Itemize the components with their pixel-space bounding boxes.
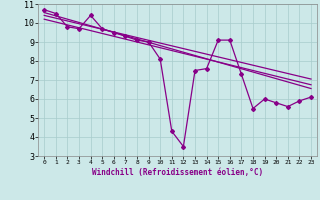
X-axis label: Windchill (Refroidissement éolien,°C): Windchill (Refroidissement éolien,°C) — [92, 168, 263, 177]
